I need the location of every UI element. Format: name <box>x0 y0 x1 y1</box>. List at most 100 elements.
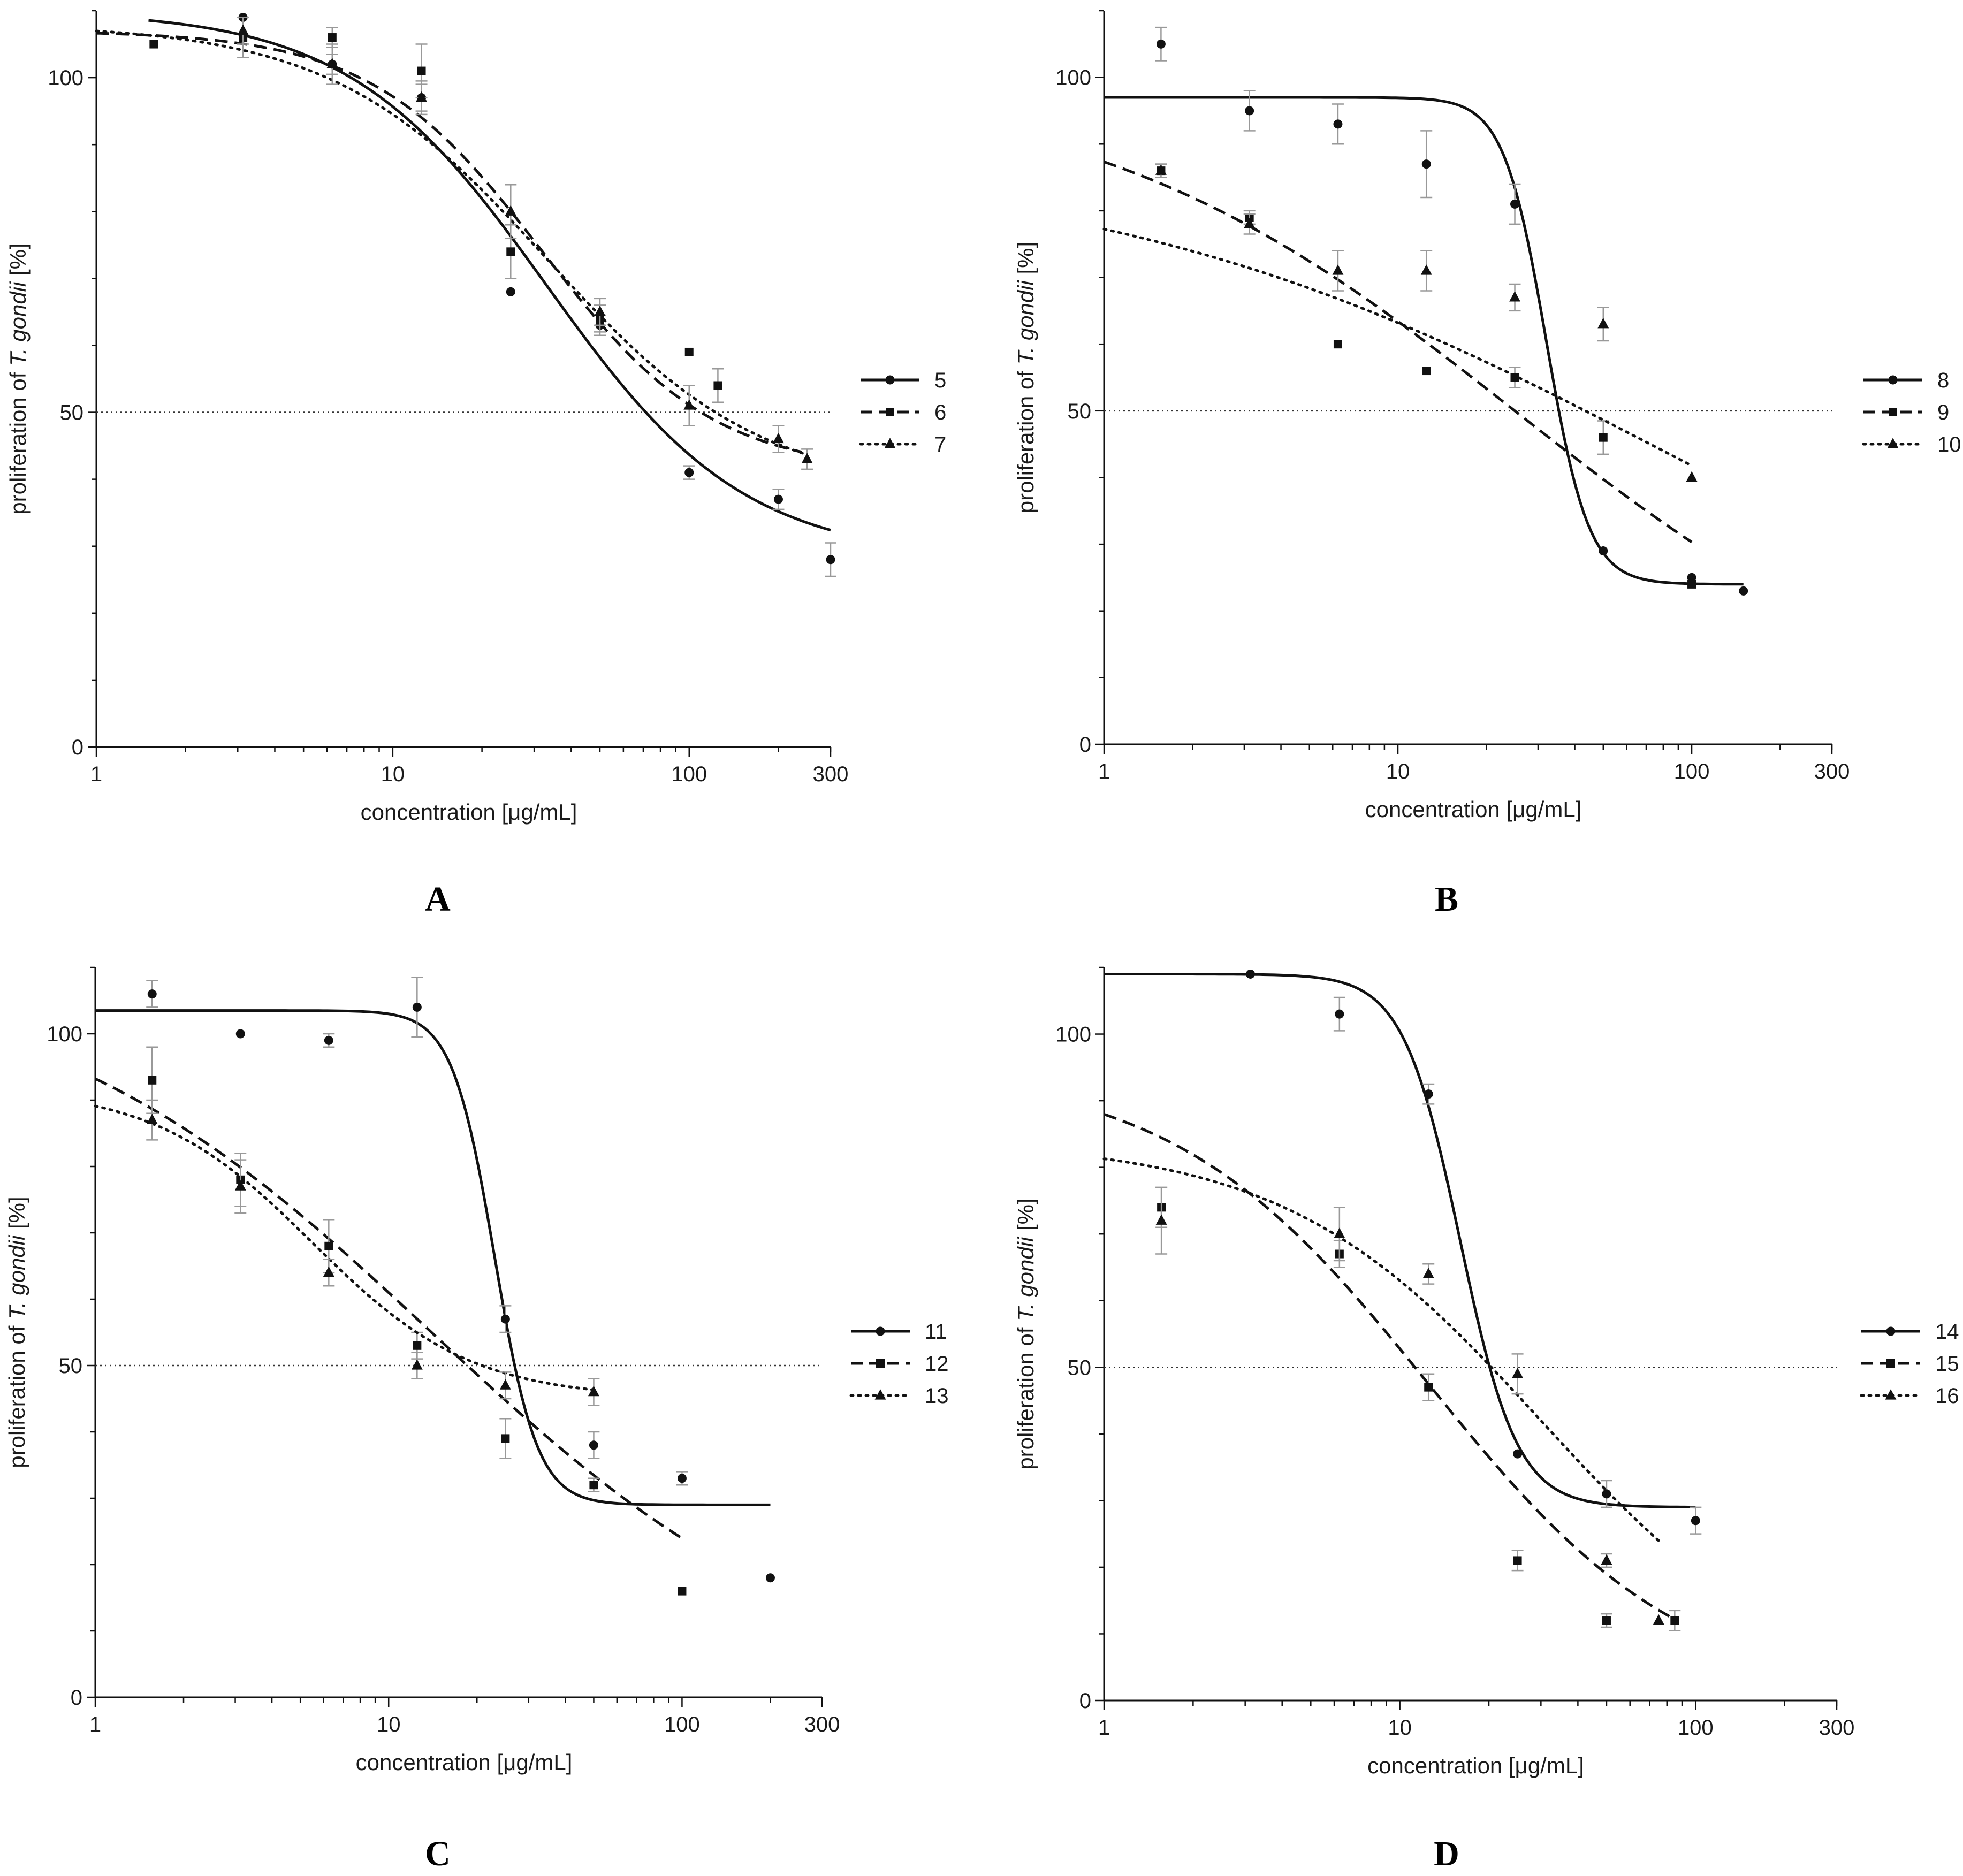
data-point-12 <box>589 1481 598 1490</box>
legend-marker-5 <box>885 375 895 385</box>
panel-letter-c: C <box>425 1834 451 1873</box>
legend-label-14: 14 <box>1935 1320 1959 1344</box>
x-axis-title: concentration [μg/mL] <box>356 1750 573 1775</box>
data-point-8 <box>1245 106 1254 116</box>
data-point-7 <box>326 58 338 68</box>
x-tick-label: 10 <box>1386 760 1410 783</box>
panel-letter-b: B <box>1435 880 1458 919</box>
data-point-11 <box>412 1002 422 1012</box>
data-point-8 <box>1156 39 1166 49</box>
x-tick-label: 300 <box>804 1713 840 1736</box>
data-point-9 <box>1422 367 1431 376</box>
legend-label-16: 16 <box>1935 1384 1959 1408</box>
legend-marker-14 <box>1886 1326 1896 1336</box>
y-axis-title: proliferation of T. gondii [%] <box>1013 1198 1038 1469</box>
data-point-7 <box>594 306 606 316</box>
data-point-14 <box>1245 969 1255 979</box>
data-point-13 <box>146 1114 158 1124</box>
y-axis-title: proliferation of T. gondii [%] <box>5 243 31 514</box>
data-point-10 <box>1244 218 1256 228</box>
data-point-13 <box>588 1385 599 1397</box>
y-tick-label: 100 <box>1055 66 1091 90</box>
legend-label-13: 13 <box>925 1384 949 1408</box>
data-point-12 <box>413 1341 422 1350</box>
legend-label-11: 11 <box>925 1320 947 1344</box>
panel-d: 0 50 100 1 10 100 300 concentration [μg/mL] prol… <box>1013 966 1959 1778</box>
panel-a: 0 50 100 1 10 100 300 concentration [μg/mL] prol… <box>5 10 946 825</box>
legend-label-7: 7 <box>934 433 946 456</box>
data-point-15 <box>1670 1616 1679 1625</box>
data-point-10 <box>1155 164 1167 175</box>
y-tick-label: 0 <box>1079 733 1091 757</box>
legend-marker-12 <box>876 1359 885 1368</box>
fit-curve-11 <box>95 1009 771 1506</box>
x-tick-label: 300 <box>1814 760 1850 783</box>
legend-marker-8 <box>1888 375 1898 385</box>
data-point-16 <box>1155 1214 1167 1225</box>
data-point-6 <box>713 381 722 390</box>
x-tick-label: 1 <box>1098 760 1110 783</box>
data-point-9 <box>1333 340 1342 349</box>
data-point-11 <box>677 1474 687 1483</box>
data-point-15 <box>1424 1383 1433 1392</box>
legend-marker-11 <box>876 1326 885 1336</box>
x-tick-label: 100 <box>1678 1716 1714 1740</box>
data-point-13 <box>499 1379 511 1390</box>
legend-label-8: 8 <box>1937 369 1949 392</box>
data-point-16 <box>1601 1554 1612 1565</box>
legend-marker-13 <box>874 1389 886 1400</box>
x-tick-label: 10 <box>1388 1716 1412 1740</box>
data-point-11 <box>589 1440 598 1450</box>
x-tick-label: 1 <box>90 762 102 786</box>
fit-curve-16 <box>1102 1157 1660 1542</box>
data-point-16 <box>1334 1227 1345 1238</box>
data-point-9 <box>1687 579 1696 589</box>
y-tick-label: 0 <box>71 1686 82 1710</box>
y-axis-title: proliferation of T. gondii [%] <box>4 1196 29 1468</box>
panel-letter-a: A <box>425 880 451 919</box>
data-point-11 <box>324 1035 333 1045</box>
data-point-6 <box>328 33 337 42</box>
legend-label-6: 6 <box>934 401 946 424</box>
x-tick-label: 300 <box>1819 1716 1855 1740</box>
data-point-11 <box>500 1314 510 1324</box>
data-point-7 <box>416 91 427 102</box>
data-point-5 <box>773 494 783 504</box>
x-tick-label: 100 <box>671 762 707 786</box>
y-tick-label: 100 <box>47 1023 82 1046</box>
x-tick-label: 1 <box>89 1713 101 1736</box>
data-point-6 <box>506 247 515 256</box>
y-tick-label: 0 <box>1079 1689 1091 1713</box>
x-axis-title: concentration [μg/mL] <box>361 799 577 825</box>
data-point-5 <box>506 287 515 296</box>
fit-curve-5 <box>148 19 831 532</box>
data-point-12 <box>501 1434 510 1443</box>
legend-label-10: 10 <box>1937 433 1961 456</box>
x-tick-label: 100 <box>1674 760 1710 783</box>
data-point-10 <box>1509 291 1520 302</box>
legend-label-5: 5 <box>934 369 946 392</box>
y-tick-label: 50 <box>1068 1356 1092 1379</box>
y-tick-label: 100 <box>1055 1023 1091 1047</box>
panel-b: 0 50 100 1 10 100 300 concentration [μg/mL] prol… <box>1013 10 1961 822</box>
data-point-16 <box>1512 1367 1524 1378</box>
fit-curve-9 <box>1104 161 1693 544</box>
data-point-13 <box>411 1359 423 1370</box>
legend-marker-10 <box>1887 438 1899 448</box>
data-point-5 <box>826 555 835 565</box>
data-point-8 <box>1739 586 1748 596</box>
data-point-11 <box>765 1573 775 1583</box>
legend-label-15: 15 <box>1935 1352 1959 1376</box>
legend-label-12: 12 <box>925 1352 949 1376</box>
data-point-8 <box>1421 159 1431 169</box>
data-point-16 <box>1422 1268 1434 1278</box>
data-point-10 <box>1332 264 1344 275</box>
data-point-10 <box>1686 471 1698 482</box>
x-tick-label: 10 <box>381 762 405 786</box>
data-point-15 <box>1602 1616 1611 1625</box>
fit-curve-14 <box>1104 973 1696 1509</box>
fit-curve-10 <box>1102 227 1693 467</box>
data-point-16 <box>1653 1614 1664 1625</box>
data-point-10 <box>1597 318 1609 329</box>
